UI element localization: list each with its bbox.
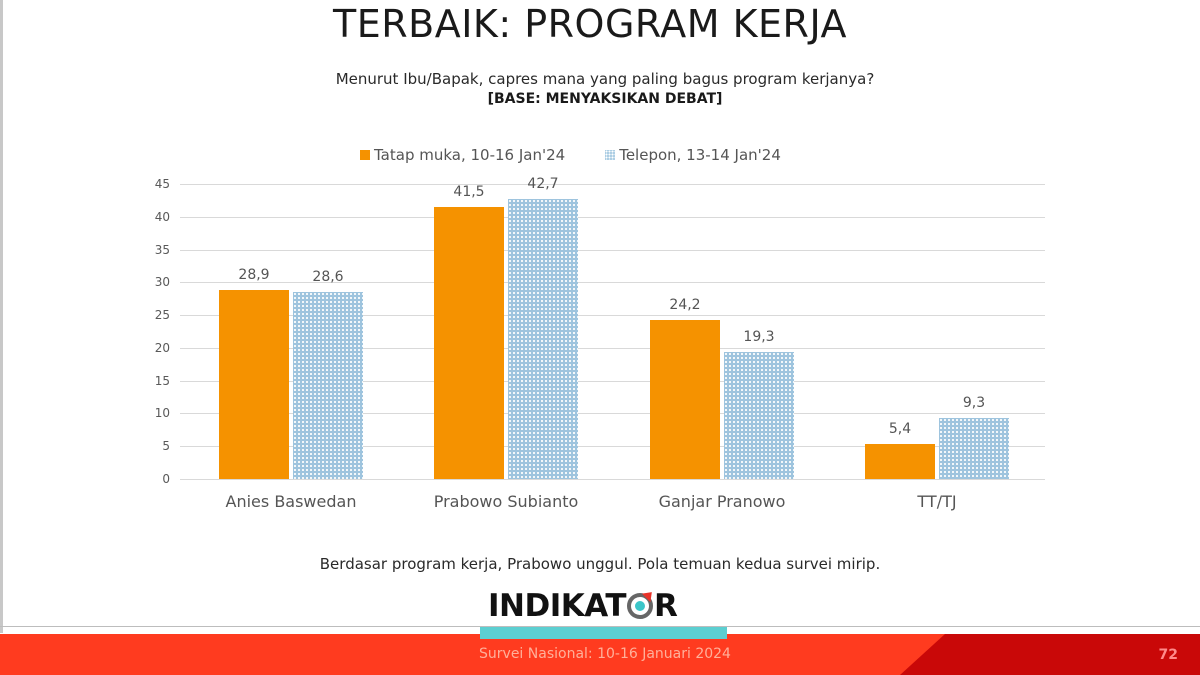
legend-swatch-dotted-icon — [605, 150, 616, 160]
value-label: 41,5 — [453, 184, 485, 200]
bar-anies-tatap-muka — [219, 290, 289, 479]
bar-ganjar-telepon — [724, 352, 794, 479]
logo-text: R — [654, 588, 678, 624]
base-note: [BASE: MENYAKSIKAN DEBAT] — [487, 91, 723, 107]
bar-prabowo-telepon — [508, 199, 578, 479]
gridline-10 — [180, 413, 1045, 414]
slide-title: TERBAIK: PROGRAM KERJA — [333, 2, 847, 46]
y-tick: 35 — [154, 243, 170, 257]
value-label: 9,3 — [962, 395, 986, 411]
footer-divider — [0, 626, 1200, 627]
gridline-20 — [180, 348, 1045, 349]
page-number: 72 — [1158, 647, 1178, 663]
gridline-0 — [180, 479, 1045, 480]
gridline-35 — [180, 250, 1045, 251]
legend-item-tatap-muka: Tatap muka, 10-16 Jan'24 — [360, 146, 565, 164]
footer-dark-panel — [900, 634, 1200, 675]
logo-text: INDIKAT — [488, 588, 627, 624]
y-tick: 25 — [154, 308, 170, 322]
y-tick: 40 — [154, 210, 170, 224]
slide-left-border — [0, 0, 3, 633]
value-label: 19,3 — [743, 329, 775, 345]
survey-question: Menurut Ibu/Bapak, capres mana yang pali… — [335, 70, 875, 88]
value-label: 28,6 — [312, 269, 344, 285]
legend-label: Tatap muka, 10-16 Jan'24 — [374, 146, 566, 164]
bar-prabowo-tatap-muka — [434, 207, 504, 479]
y-tick: 0 — [162, 472, 170, 486]
logo-underline-accent — [480, 627, 727, 639]
indikator-logo: INDIKAT R — [488, 588, 678, 624]
gridline-45 — [180, 184, 1045, 185]
logo-target-icon — [627, 593, 653, 619]
gridline-30 — [180, 282, 1045, 283]
finding-note: Berdasar program kerja, Prabowo unggul. … — [319, 555, 881, 573]
y-tick: 15 — [154, 374, 170, 388]
y-tick: 45 — [154, 177, 170, 191]
gridline-5 — [180, 446, 1045, 447]
chart-legend: Tatap muka, 10-16 Jan'24 Telepon, 13-14 … — [360, 146, 821, 164]
gridline-25 — [180, 315, 1045, 316]
legend-swatch-orange-icon — [360, 150, 370, 160]
y-tick: 20 — [154, 341, 170, 355]
value-label: 5,4 — [888, 421, 912, 437]
x-label-prabowo: Prabowo Subianto — [433, 492, 579, 511]
value-label: 42,7 — [527, 176, 559, 192]
legend-item-telepon: Telepon, 13-14 Jan'24 — [605, 146, 781, 164]
bar-tttj-tatap-muka — [865, 444, 935, 479]
footer-survey-label: Survei Nasional: 10-16 Januari 2024 — [479, 646, 731, 662]
bar-tttj-telepon — [939, 418, 1009, 479]
y-tick: 5 — [162, 439, 170, 453]
y-tick: 30 — [154, 275, 170, 289]
y-tick: 10 — [154, 406, 170, 420]
bar-ganjar-tatap-muka — [650, 320, 720, 479]
bar-anies-telepon — [293, 292, 363, 479]
value-label: 28,9 — [238, 267, 270, 283]
x-label-anies: Anies Baswedan — [225, 492, 357, 511]
gridline-15 — [180, 381, 1045, 382]
value-label: 24,2 — [669, 297, 701, 313]
x-label-ganjar: Ganjar Pranowo — [658, 492, 786, 511]
x-label-tttj: TT/TJ — [917, 492, 957, 511]
gridline-40 — [180, 217, 1045, 218]
legend-label: Telepon, 13-14 Jan'24 — [619, 146, 781, 164]
